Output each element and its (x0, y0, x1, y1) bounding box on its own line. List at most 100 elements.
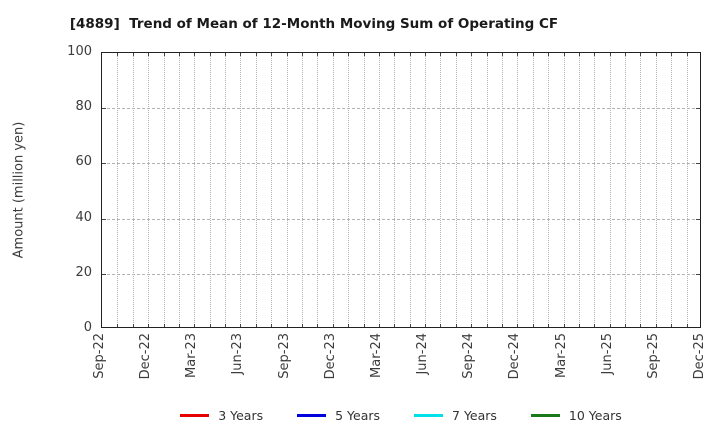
x-tick-mark-top (610, 53, 611, 56)
gridline-vertical (394, 53, 395, 327)
x-tick-mark-bottom (687, 324, 688, 327)
x-tick-mark-bottom (379, 324, 380, 327)
x-tick-mark-top (379, 53, 380, 56)
x-tick-mark-top (471, 53, 472, 56)
legend-label: 3 Years (218, 407, 264, 423)
x-tick-mark-top (487, 53, 488, 56)
x-tick-label: Jun-24 (415, 333, 430, 375)
x-tick-mark-top (502, 53, 503, 56)
gridline-vertical (333, 53, 334, 327)
gridline-vertical (287, 53, 288, 327)
x-tick-mark-bottom (579, 324, 580, 327)
x-tick-mark-bottom (671, 324, 672, 327)
x-tick-mark-bottom (179, 324, 180, 327)
x-tick-mark-top (364, 53, 365, 56)
gridline-vertical (317, 53, 318, 327)
gridline-vertical (640, 53, 641, 327)
gridline-vertical (533, 53, 534, 327)
x-tick-mark-top (440, 53, 441, 56)
x-tick-mark-top (656, 53, 657, 56)
x-tick-mark-top (210, 53, 211, 56)
y-tick-mark-right (696, 219, 700, 220)
legend-line-swatch (530, 413, 560, 417)
gridline-vertical (517, 53, 518, 327)
gridline-horizontal (102, 219, 700, 220)
y-tick-mark-right (696, 274, 700, 275)
x-tick-mark-top (425, 53, 426, 56)
x-tick-mark-bottom (287, 324, 288, 327)
gridline-vertical (440, 53, 441, 327)
x-tick-mark-top (348, 53, 349, 56)
x-tick-label: Mar-25 (554, 333, 569, 378)
x-tick-mark-bottom (517, 324, 518, 327)
x-tick-mark-top (333, 53, 334, 56)
x-tick-mark-bottom (548, 324, 549, 327)
gridline-vertical (240, 53, 241, 327)
gridline-vertical (610, 53, 611, 327)
gridline-vertical (225, 53, 226, 327)
gridline-vertical (379, 53, 380, 327)
legend-item: 5 Years (297, 408, 380, 423)
gridline-vertical (410, 53, 411, 327)
x-tick-mark-bottom (564, 324, 565, 327)
y-tick-label: 20 (75, 265, 92, 280)
x-tick-mark-bottom (502, 324, 503, 327)
gridline-vertical (487, 53, 488, 327)
x-tick-mark-top (394, 53, 395, 56)
x-tick-mark-bottom (487, 324, 488, 327)
x-tick-mark-top (533, 53, 534, 56)
gridline-vertical (425, 53, 426, 327)
x-tick-label: Mar-23 (184, 333, 199, 378)
x-tick-mark-top (194, 53, 195, 56)
x-tick-mark-top (640, 53, 641, 56)
x-tick-mark-top (517, 53, 518, 56)
y-tick-mark-right (696, 108, 700, 109)
x-tick-mark-top (317, 53, 318, 56)
gridline-vertical (594, 53, 595, 327)
x-tick-mark-top (133, 53, 134, 56)
x-tick-mark-bottom (610, 324, 611, 327)
gridline-vertical (456, 53, 457, 327)
x-tick-mark-top (256, 53, 257, 56)
x-tick-mark-bottom (410, 324, 411, 327)
x-tick-mark-bottom (133, 324, 134, 327)
x-tick-mark-top (548, 53, 549, 56)
x-tick-mark-top (148, 53, 149, 56)
x-tick-mark-top (225, 53, 226, 56)
gridline-vertical (194, 53, 195, 327)
gridline-vertical (210, 53, 211, 327)
x-tick-mark-bottom (210, 324, 211, 327)
gridline-vertical (564, 53, 565, 327)
legend-label: 10 Years (568, 407, 622, 423)
gridline-vertical (133, 53, 134, 327)
plot-area (101, 52, 701, 328)
x-tick-mark-bottom (394, 324, 395, 327)
x-tick-mark-bottom (594, 324, 595, 327)
x-tick-label: Jun-25 (600, 333, 615, 375)
gridline-vertical (348, 53, 349, 327)
x-tick-mark-top (579, 53, 580, 56)
y-tick-mark-left (102, 108, 106, 109)
legend-item: 7 Years (414, 408, 497, 423)
legend-item: 3 Years (180, 408, 263, 423)
x-tick-mark-bottom (194, 324, 195, 327)
legend-label: 5 Years (335, 407, 381, 423)
x-tick-mark-bottom (148, 324, 149, 327)
x-tick-label: Sep-25 (646, 333, 661, 379)
x-tick-mark-bottom (456, 324, 457, 327)
x-tick-mark-top (671, 53, 672, 56)
x-tick-mark-bottom (656, 324, 657, 327)
gridline-vertical (548, 53, 549, 327)
gridline-vertical (179, 53, 180, 327)
x-tick-label: Dec-25 (692, 333, 707, 380)
x-tick-mark-bottom (533, 324, 534, 327)
gridline-vertical (117, 53, 118, 327)
x-tick-label: Dec-22 (138, 333, 153, 380)
x-tick-mark-top (179, 53, 180, 56)
gridline-vertical (271, 53, 272, 327)
gridline-horizontal (102, 274, 700, 275)
y-tick-label: 60 (75, 154, 92, 169)
y-tick-label: 100 (67, 44, 92, 59)
legend-line-swatch (297, 413, 327, 417)
x-tick-mark-bottom (317, 324, 318, 327)
